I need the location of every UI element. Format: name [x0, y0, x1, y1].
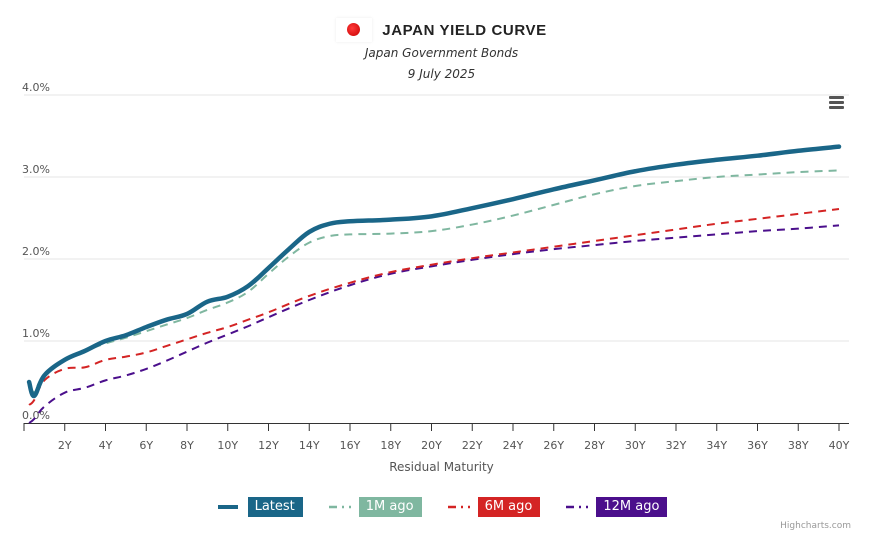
y-tick-label: 4.0% — [22, 81, 50, 94]
x-tick-label: 8Y — [180, 439, 194, 452]
x-axis-title: Residual Maturity — [389, 460, 494, 474]
x-tick-label: 38Y — [788, 439, 809, 452]
chart-title-text: JAPAN YIELD CURVE — [382, 21, 547, 39]
japan-flag-icon — [336, 18, 373, 42]
chart-subtitle: Japan Government Bonds — [364, 46, 519, 60]
chart-date: 9 July 2025 — [407, 67, 476, 81]
series-group — [26, 144, 842, 424]
x-tick-label: 28Y — [584, 439, 605, 452]
x-tick-label: 18Y — [380, 439, 401, 452]
series-line-latest[interactable] — [26, 144, 842, 399]
x-tick-label: 2Y — [58, 439, 72, 452]
legend-item-latest[interactable]: Latest — [216, 497, 303, 517]
x-tick-label: 10Y — [217, 439, 238, 452]
highcharts-credits-link[interactable]: Highcharts.com — [780, 521, 851, 531]
chart-title-row: JAPAN YIELD CURVE — [0, 18, 883, 46]
hamburger-menu-icon — [829, 96, 844, 99]
x-tick-label: 30Y — [625, 439, 646, 452]
x-tick-label: 12Y — [258, 439, 279, 452]
legend-symbol-icon — [328, 505, 351, 509]
x-axis: 2Y 4Y 6Y 8Y 10Y 12Y 14Y 16Y 18Y 20Y 22Y 24Y 26Y 28Y 30… — [23, 423, 850, 452]
legend-item-1m-ago[interactable]: 1M ago — [327, 497, 422, 517]
x-tick-label: 16Y — [340, 439, 361, 452]
y-axis: 0.0% 1.0% 2.0% 3.0% 4.0% — [22, 81, 50, 422]
x-tick-label: 36Y — [747, 439, 768, 452]
x-tick-label: 14Y — [299, 439, 320, 452]
x-tick-label: 24Y — [503, 439, 524, 452]
chart-title: JAPAN YIELD CURVE — [336, 18, 546, 42]
y-tick-label: 3.0% — [22, 163, 50, 176]
legend-item-12m-ago[interactable]: 12M ago — [564, 497, 668, 517]
x-tick-label: 34Y — [706, 439, 727, 452]
legend-label: 12M ago — [596, 497, 668, 517]
series-line-6m-ago[interactable] — [28, 207, 840, 406]
legend-label: 6M ago — [477, 497, 541, 517]
y-tick-label: 2.0% — [22, 245, 50, 258]
y-tick-label: 1.0% — [22, 327, 50, 340]
x-tick-label: 22Y — [462, 439, 483, 452]
legend-symbol-icon — [447, 505, 470, 509]
y-tick-label: 0.0% — [22, 409, 50, 422]
legend-symbol-icon — [217, 505, 238, 509]
x-tick-label: 26Y — [543, 439, 564, 452]
x-tick-label: 32Y — [666, 439, 687, 452]
x-tick-label: 4Y — [99, 439, 113, 452]
x-tick-label: 6Y — [139, 439, 153, 452]
series-line-1m-ago[interactable] — [28, 169, 840, 394]
legend-symbol-icon — [566, 505, 589, 509]
legend-label: 1M ago — [358, 497, 422, 517]
grid-lines — [24, 94, 849, 342]
legend: Latest 1M ago 6M ago 12M ago — [0, 497, 883, 517]
legend-label: Latest — [247, 497, 303, 517]
chart-context-menu-button[interactable] — [827, 96, 847, 112]
x-tick-label: 20Y — [421, 439, 442, 452]
legend-item-6m-ago[interactable]: 6M ago — [446, 497, 541, 517]
series-line-12m-ago[interactable] — [28, 224, 840, 424]
x-tick-label: 40Y — [829, 439, 850, 452]
